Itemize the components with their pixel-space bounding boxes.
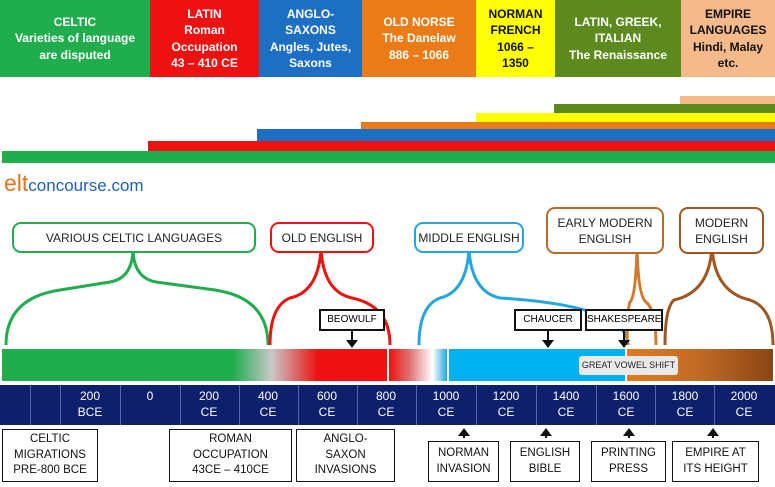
shakespeare-label: SHAKESPEARE xyxy=(585,309,663,331)
date-axis: 200 BCE 0 200 CE 400 CE 600 CE 800 CE 1000 CE … xyxy=(0,385,775,425)
text-line: NORMAN xyxy=(488,6,543,21)
text-line: FRENCH xyxy=(490,23,541,37)
text-line: PRINTING xyxy=(601,447,656,459)
text-line: ITALIAN xyxy=(594,31,642,46)
text-line: LATIN xyxy=(187,6,222,21)
text-line: NORMAN xyxy=(437,447,490,459)
tick-label: 1400 CE xyxy=(552,389,580,419)
event-anglo-saxon-invasions: ANGLO- SAXON INVASIONS xyxy=(296,429,395,482)
text-line: OLD ENGLISH xyxy=(281,230,363,245)
tick-label: 200 BCE xyxy=(77,389,103,419)
text-line: 886 – 1066 xyxy=(388,47,450,62)
text-line: LATIN, GREEK, xyxy=(574,14,662,29)
text-line: LANGUAGES xyxy=(689,23,767,37)
header-empire-languages: EMPIRE LANGUAGES Hindi, Malay etc. xyxy=(681,0,775,77)
great-vowel-shift-label: GREAT VOWEL SHIFT xyxy=(579,356,678,375)
celtic-brace xyxy=(4,247,270,346)
text-line: MIDDLE ENGLISH xyxy=(418,230,520,245)
bar-latin xyxy=(148,141,775,154)
tick-label: 1800 CE xyxy=(671,389,699,419)
text-line: 1066 – xyxy=(497,39,534,54)
event-empire-height: EMPIRE AT ITS HEIGHT xyxy=(672,441,759,482)
header-celtic: CELTIC Varieties of language are disputed xyxy=(0,0,150,77)
tick-label: 200 CE xyxy=(198,389,220,419)
text-line: BIBLE xyxy=(528,462,562,475)
text-line: CELTIC xyxy=(53,14,97,29)
beowulf-label: BEOWULF xyxy=(319,309,385,331)
header-norman-french: NORMAN FRENCH 1066 – 1350 xyxy=(476,0,555,77)
event-printing-press: PRINTING PRESS xyxy=(591,441,666,482)
logo: eltconcourse.com xyxy=(4,170,144,196)
bar-anglo-saxon xyxy=(257,129,775,142)
text-line: SAXON xyxy=(325,448,366,461)
text-line: CELTIC xyxy=(29,433,71,446)
text-line: ROMAN xyxy=(209,433,252,446)
event-english-bible: ENGLISH BIBLE xyxy=(510,441,580,482)
period-celtic-languages: VARIOUS CELTIC LANGUAGES xyxy=(12,222,256,253)
period-early-modern-english: EARLY MODERN ENGLISH xyxy=(546,207,664,254)
text-line: EARLY MODERN xyxy=(557,215,653,230)
header-latin: LATIN Roman Occupation 43 – 410 CE xyxy=(150,0,259,77)
text-line: Varieties of language xyxy=(14,31,136,46)
text-line: 1350 xyxy=(502,56,529,70)
text-line: etc. xyxy=(717,56,739,70)
text-line: Saxons xyxy=(289,56,332,70)
text-line: ANGLO- xyxy=(323,433,368,446)
text-line: The Renaissance xyxy=(568,47,668,62)
bar-celtic xyxy=(2,151,775,163)
event-celtic-migrations: CELTIC MIGRATIONS PRE-800 BCE xyxy=(2,429,98,482)
text-line: OLD NORSE xyxy=(383,14,455,29)
text-line: VARIOUS CELTIC LANGUAGES xyxy=(45,230,223,245)
strip-celtic xyxy=(2,349,387,381)
text-line: 43CE – 410CE xyxy=(192,464,269,477)
period-old-english: OLD ENGLISH xyxy=(270,222,374,253)
text-line: The Danelaw xyxy=(382,31,456,46)
text-line: INVASIONS xyxy=(314,464,377,477)
text-line: PRESS xyxy=(609,462,648,475)
tick-label: 1000 CE xyxy=(432,389,460,419)
event-roman-occupation: ROMAN OCCUPATION 43CE – 410CE xyxy=(169,429,292,482)
tick-label: 400 CE xyxy=(257,389,279,419)
text-line: Occupation xyxy=(171,39,238,54)
text-line: INVASION xyxy=(436,462,491,475)
event-norman-invasion: NORMAN INVASION xyxy=(428,441,499,482)
text-line: ITS HEIGHT xyxy=(683,462,748,475)
modern-brace xyxy=(663,245,775,346)
text-line: are disputed xyxy=(39,47,111,62)
tick-label: 800 CE xyxy=(375,389,397,419)
period-modern-english: MODERN ENGLISH xyxy=(679,207,764,254)
tick-label: 0 xyxy=(146,389,154,403)
text-line: Angles, Jutes, xyxy=(269,39,352,54)
strip-transition xyxy=(389,349,447,381)
text-line: EMPIRE AT xyxy=(685,447,746,459)
text-line: OCCUPATION xyxy=(193,448,268,461)
text-line: SAXONS xyxy=(285,23,336,37)
tick-label: 600 CE xyxy=(316,389,338,419)
text-line: Roman xyxy=(184,23,225,37)
text-line: PRE-800 BCE xyxy=(13,464,87,477)
text-line: ENGLISH xyxy=(578,231,632,246)
tick-label: 2000 CE xyxy=(730,389,758,419)
header-old-norse: OLD NORSE The Danelaw 886 – 1066 xyxy=(362,0,476,77)
text-line: MIGRATIONS xyxy=(14,448,86,461)
text-line: 43 – 410 CE xyxy=(171,56,238,70)
text-line: EMPIRE xyxy=(704,6,751,21)
text-line: Hindi, Malay xyxy=(692,39,763,54)
header-latin-greek-italian: LATIN, GREEK, ITALIAN The Renaissance xyxy=(555,0,681,77)
text-line: ENGLISH xyxy=(519,447,571,459)
chaucer-label: CHAUCER xyxy=(514,309,582,331)
tick-label: 1200 CE xyxy=(492,389,520,419)
period-middle-english: MIDDLE ENGLISH xyxy=(414,222,524,253)
header-anglo-saxon: ANGLO- SAXONS Angles, Jutes, Saxons xyxy=(259,0,362,77)
text-line: ANGLO- xyxy=(286,6,335,21)
tick-label: 1600 CE xyxy=(612,389,640,419)
text-line: ENGLISH xyxy=(695,231,748,246)
text-line: MODERN xyxy=(694,215,749,230)
